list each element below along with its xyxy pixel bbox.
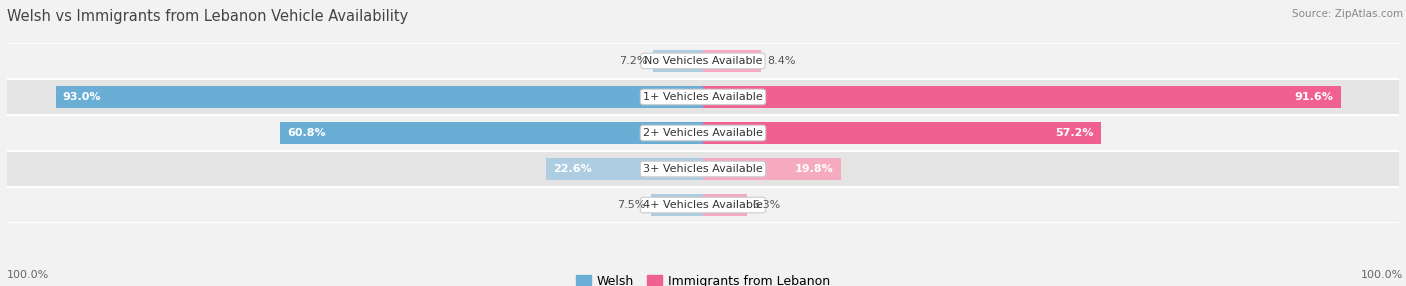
Bar [7, 151, 1399, 187]
Bar [703, 50, 762, 72]
Text: Source: ZipAtlas.com: Source: ZipAtlas.com [1292, 9, 1403, 19]
Text: Welsh vs Immigrants from Lebanon Vehicle Availability: Welsh vs Immigrants from Lebanon Vehicle… [7, 9, 408, 23]
Bar [7, 115, 1399, 151]
Legend: Welsh, Immigrants from Lebanon: Welsh, Immigrants from Lebanon [571, 269, 835, 286]
Text: 4+ Vehicles Available: 4+ Vehicles Available [643, 200, 763, 210]
Text: 57.2%: 57.2% [1056, 128, 1094, 138]
Bar [546, 158, 703, 180]
Bar [652, 50, 703, 72]
Bar [703, 158, 841, 180]
Text: 3+ Vehicles Available: 3+ Vehicles Available [643, 164, 763, 174]
Bar [651, 194, 703, 216]
Text: 60.8%: 60.8% [287, 128, 325, 138]
Text: 8.4%: 8.4% [768, 56, 796, 66]
Text: 100.0%: 100.0% [7, 270, 49, 280]
Bar [7, 187, 1399, 223]
Text: 7.5%: 7.5% [617, 200, 645, 210]
Text: 100.0%: 100.0% [1361, 270, 1403, 280]
Bar [7, 43, 1399, 79]
Bar [703, 194, 747, 216]
Text: 91.6%: 91.6% [1295, 92, 1333, 102]
Text: 19.8%: 19.8% [794, 164, 834, 174]
Bar [56, 86, 703, 108]
Text: 6.3%: 6.3% [752, 200, 780, 210]
Bar [703, 122, 1101, 144]
Text: 22.6%: 22.6% [553, 164, 592, 174]
Text: 1+ Vehicles Available: 1+ Vehicles Available [643, 92, 763, 102]
Bar [280, 122, 703, 144]
Text: No Vehicles Available: No Vehicles Available [644, 56, 762, 66]
Bar [703, 86, 1340, 108]
Text: 93.0%: 93.0% [63, 92, 101, 102]
Bar [7, 79, 1399, 115]
Text: 7.2%: 7.2% [619, 56, 647, 66]
Text: 2+ Vehicles Available: 2+ Vehicles Available [643, 128, 763, 138]
